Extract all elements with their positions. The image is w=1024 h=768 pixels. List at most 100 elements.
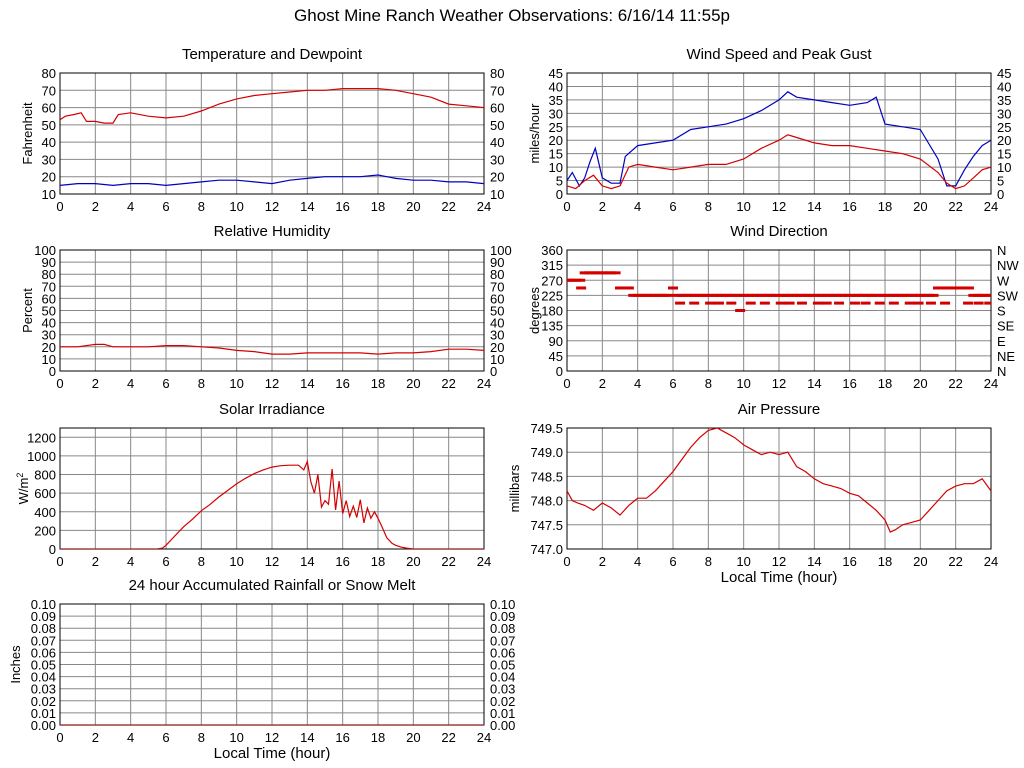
wind-direction-point [821, 301, 832, 305]
x-tick-label: 18 [371, 199, 385, 214]
y-right-tick-label: 10 [490, 352, 504, 367]
x-tick-label: 6 [669, 376, 676, 391]
x-tick-label: 10 [736, 554, 750, 569]
x-tick-label: 6 [162, 376, 169, 391]
x-tick-label: 14 [300, 376, 314, 391]
x-tick-label: 22 [441, 554, 455, 569]
plot-frame [59, 72, 485, 195]
y-tick-label: 20 [42, 340, 56, 355]
x-tick-label: 4 [634, 376, 641, 391]
y-tick-label: 40 [42, 316, 56, 331]
y-right-tick-label: 0.09 [490, 609, 515, 624]
y-tick-label: 748.5 [530, 469, 563, 484]
x-tick-label: 0 [56, 199, 63, 214]
x-tick-label: 12 [772, 199, 786, 214]
series-line-1 [567, 91, 991, 188]
y-right-tick-label: 40 [490, 316, 504, 331]
y-right-tick-label: 0.03 [490, 682, 515, 697]
x-tick-label: 20 [913, 376, 927, 391]
y-tick-label: 200 [34, 523, 56, 538]
y-tick-label: 60 [42, 101, 56, 116]
y-tick-label: 70 [42, 83, 56, 98]
wind-direction-point [860, 301, 871, 305]
y-right-tick-label: 50 [490, 118, 504, 133]
series-group [60, 343, 484, 355]
x-tick-label: 8 [705, 199, 712, 214]
x-tick-label: 16 [842, 199, 856, 214]
y-tick-label: 0.03 [31, 682, 56, 697]
wind-direction-point [575, 278, 586, 282]
chart-title: Wind Direction [730, 223, 828, 240]
y-tick-label: 80 [42, 66, 56, 81]
x-tick-label: 6 [162, 554, 169, 569]
x-axis-label: Local Time (hour) [214, 745, 331, 762]
y-right-tick-label: 0 [490, 364, 497, 379]
chart-title: Wind Speed and Peak Gust [686, 46, 872, 63]
y-right-tick-label: 45 [997, 66, 1011, 81]
x-tick-label: 2 [92, 554, 99, 569]
y-right-tick-label: 15 [997, 147, 1011, 162]
plot-frame [566, 427, 992, 550]
x-tick-label: 12 [265, 730, 279, 745]
x-axis-label: Local Time (hour) [721, 569, 838, 586]
x-tick-label: 14 [300, 199, 314, 214]
y-right-tick-label: 0.06 [490, 645, 515, 660]
wind-direction-point [726, 301, 737, 305]
y-tick-label: 600 [34, 486, 56, 501]
x-tick-label: 10 [229, 199, 243, 214]
plot-frame [566, 72, 992, 195]
wind-direction-point [689, 301, 700, 305]
y-right-tick-label: N [997, 364, 1006, 379]
x-tick-label: 2 [92, 376, 99, 391]
y-right-tick-label: W [997, 273, 1010, 288]
y-tick-label: 50 [42, 118, 56, 133]
x-tick-label: 0 [563, 376, 570, 391]
x-tick-label: 22 [441, 376, 455, 391]
chart-title: Temperature and Dewpoint [182, 46, 363, 63]
y-tick-label: 40 [42, 135, 56, 150]
y-right-tick-label: N [997, 243, 1006, 258]
y-tick-label: 135 [541, 319, 563, 334]
y-tick-label: 0.04 [31, 670, 56, 685]
x-tick-label: 20 [406, 730, 420, 745]
y-tick-label: 15 [549, 147, 563, 162]
y-tick-label: 0.00 [31, 718, 56, 733]
series-group [567, 91, 991, 190]
wind-direction-point [963, 286, 974, 290]
y-right-tick-label: 0.08 [490, 621, 515, 636]
y-tick-label: 800 [34, 468, 56, 483]
y-tick-label: 60 [42, 291, 56, 306]
x-tick-label: 8 [198, 554, 205, 569]
x-tick-label: 22 [441, 730, 455, 745]
wind-direction-point [834, 301, 845, 305]
wind-direction-point [745, 301, 756, 305]
x-tick-label: 4 [634, 199, 641, 214]
x-tick-label: 16 [842, 376, 856, 391]
wind-direction-point [759, 301, 770, 305]
y-right-tick-label: 100 [490, 243, 512, 258]
y-tick-label: 45 [549, 66, 563, 81]
y-right-tick-label: 35 [997, 93, 1011, 108]
y-right-tick-label: 0.07 [490, 633, 515, 648]
y-tick-label: 749.5 [530, 421, 563, 436]
wind-direction-point [576, 286, 587, 290]
y-right-tick-label: 0.10 [490, 597, 515, 612]
y-tick-label: 0.07 [31, 633, 56, 648]
y-right-tick-label: 30 [490, 152, 504, 167]
y-tick-label: 40 [549, 79, 563, 94]
y-right-tick-label: SE [997, 319, 1015, 334]
y-tick-label: 0 [556, 187, 563, 202]
plot-frame [59, 427, 485, 550]
y-tick-label: 10 [42, 187, 56, 202]
y-tick-label: 749.0 [530, 445, 563, 460]
x-tick-label: 16 [335, 730, 349, 745]
x-tick-label: 24 [477, 199, 491, 214]
y-right-tick-label: 40 [997, 79, 1011, 94]
series-group [567, 271, 991, 312]
y-tick-label: 90 [549, 334, 563, 349]
series-line-2 [567, 134, 991, 190]
wind-direction-point [663, 293, 674, 297]
y-tick-label: 400 [34, 505, 56, 520]
